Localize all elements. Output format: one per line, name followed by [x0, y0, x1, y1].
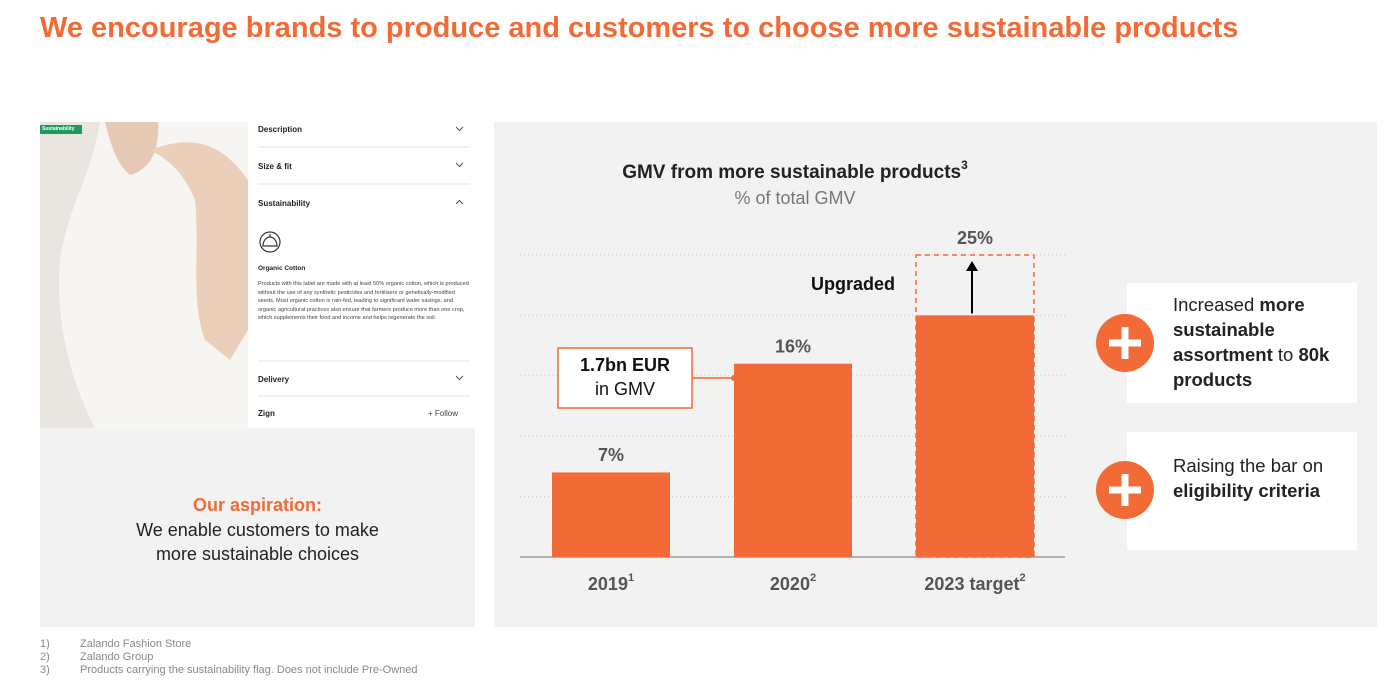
icon-ring: [259, 231, 281, 253]
plus-icon: [1096, 461, 1154, 519]
x-tick-label-note: 2: [810, 572, 816, 584]
highlight: Increased more sustainable assortment to…: [1173, 292, 1343, 392]
chevron[interactable]: [455, 126, 464, 132]
highlight-box: [1127, 283, 1357, 403]
callout-text: 1.7bn EUR: [580, 355, 670, 375]
separators: [258, 146, 470, 397]
highlight-box: [1127, 432, 1357, 550]
x-tick-label-note: 1: [628, 572, 634, 584]
icon-boll: [262, 234, 278, 247]
page-title: We encourage brands to produce and custo…: [40, 12, 1239, 44]
skin: [105, 122, 159, 175]
bar: [552, 472, 670, 557]
chevron[interactable]: [455, 375, 464, 381]
material: Organic Cotton: [258, 265, 306, 272]
value-label: 7%: [598, 445, 624, 465]
footnote-marker: 3): [40, 664, 50, 676]
chart: GMV from more sustainable products3 % of …: [520, 158, 1065, 594]
chevron[interactable]: [455, 162, 464, 168]
highlight-text: to: [1272, 344, 1299, 365]
value-label: 16%: [775, 336, 811, 356]
footnote-marker: 1): [40, 638, 50, 650]
x-tick-label-note: 2: [1019, 572, 1025, 584]
callout-dot: [731, 375, 737, 381]
section-label[interactable]: Delivery: [258, 375, 290, 384]
highlight-text: more sustainable assortment: [1173, 294, 1305, 365]
section-label[interactable]: Sustainability: [258, 199, 311, 208]
highlight-text: Increased: [1173, 294, 1260, 315]
brand: Zign: [258, 409, 275, 418]
x-tick-label-text: 2020: [770, 574, 810, 594]
highlight-text: 80k products: [1173, 344, 1330, 390]
x-tick-label: 20191: [588, 572, 634, 594]
chevron[interactable]: [455, 199, 464, 205]
upgrade-arrowhead: [966, 261, 978, 271]
footnote-text: Zalando Group: [80, 651, 154, 663]
plus-sign: [1109, 474, 1141, 506]
footnote-text: Products carrying the sustainability fla…: [80, 664, 418, 676]
aspiration-heading: Our aspiration:: [192, 495, 322, 515]
cotton-icon: [259, 231, 281, 253]
highlight-text: Raising the bar on: [1173, 455, 1324, 476]
annotation: Upgraded: [811, 274, 895, 294]
plus-icon: [1096, 314, 1154, 372]
aspiration-text: We enable customers to make more sustain…: [136, 520, 379, 564]
footnote-text: Zalando Fashion Store: [80, 638, 192, 650]
bar: [734, 363, 852, 557]
callout-box: [557, 347, 693, 409]
x-tick-label: 2023 target2: [924, 572, 1025, 594]
material-description: Products with this label are made with a…: [258, 281, 469, 322]
callout-text: in GMV: [595, 379, 655, 399]
arm: [150, 142, 248, 360]
chart-title-text: GMV from more sustainable products: [622, 162, 961, 183]
x-tick-label-text: 2023 target: [924, 574, 1019, 594]
footnote-marker: 2): [40, 651, 50, 663]
bar-prior: [916, 315, 1034, 557]
x-tick-label-text: 2019: [588, 574, 628, 594]
value-label: 25%: [957, 228, 993, 248]
chart-title-note: 3: [961, 158, 968, 172]
highlight-text: eligibility criteria: [1173, 480, 1321, 501]
chart-subtitle: % of total GMV: [734, 188, 855, 208]
highlight: Raising the bar on eligibility criteria: [1173, 453, 1343, 503]
follow-button[interactable]: + Follow: [428, 409, 459, 418]
product-info: [248, 122, 475, 428]
x-tick-label: 20202: [770, 572, 816, 594]
chevrons: [455, 126, 464, 381]
bar-target: [915, 254, 1035, 558]
plus-sign: [1109, 327, 1141, 359]
section-label[interactable]: Description: [258, 125, 303, 134]
section-label[interactable]: Size & fit: [258, 162, 292, 171]
chart-title: GMV from more sustainable products3: [622, 158, 968, 183]
badge-bg: [40, 125, 82, 134]
badge: Sustainability: [42, 126, 75, 132]
